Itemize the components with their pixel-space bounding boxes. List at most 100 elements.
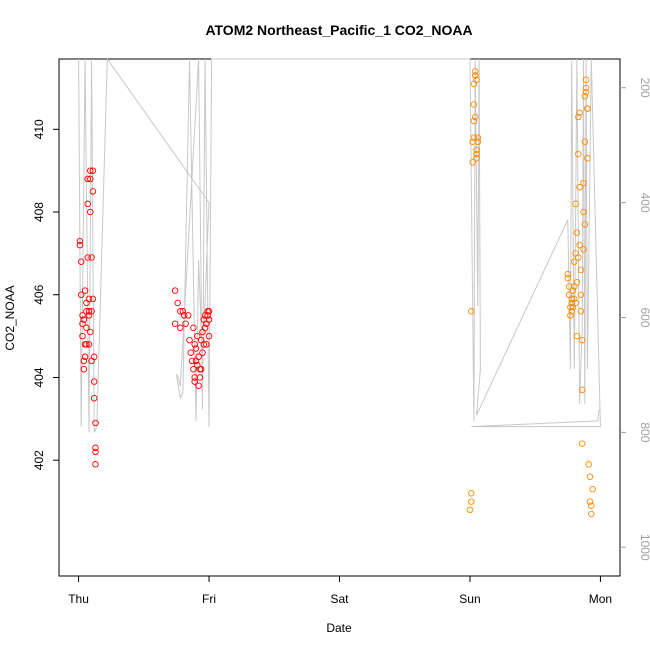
data-point-day4-44 — [576, 241, 583, 249]
y-tick-label-4: 410 — [32, 119, 46, 139]
data-point-day4-23 — [578, 336, 586, 344]
data-point-day3-19 — [473, 76, 480, 83]
data-point-day1-2 — [77, 258, 85, 265]
x-tick-label-4: Mon — [589, 592, 612, 606]
data-point-day4-46 — [568, 299, 575, 307]
data-point-day1-40 — [87, 208, 94, 216]
data-point-day4-7 — [568, 308, 575, 315]
data-point-day2-3 — [177, 308, 184, 315]
data-point-day3-14 — [473, 150, 480, 158]
data-point-day2-10 — [187, 349, 195, 356]
data-point-day1-5 — [79, 320, 86, 327]
data-point-day1-37 — [81, 353, 89, 361]
data-point-day2-37 — [194, 361, 201, 369]
data-point-day2-12 — [190, 324, 197, 332]
data-point-day2-1 — [171, 320, 179, 327]
data-point-day3-18 — [471, 113, 479, 121]
data-point-day4-31 — [582, 76, 590, 83]
data-point-day4-17 — [575, 113, 582, 121]
data-point-day4-49 — [582, 88, 590, 96]
chart-title: ATOM2 Northeast_Pacific_1 CO2_NOAA — [205, 22, 472, 38]
data-point-day4-6 — [568, 295, 575, 303]
data-point-day4-32 — [582, 84, 590, 92]
data-point-day1-0 — [76, 237, 84, 245]
data-point-day2-38 — [191, 378, 198, 385]
data-point-day4-41 — [589, 485, 596, 493]
data-point-day1-28 — [89, 295, 97, 303]
data-point-day1-13 — [83, 341, 90, 348]
data-point-day4-18 — [575, 150, 582, 158]
data-point-day1-34 — [92, 448, 99, 456]
y2-tick-label-3: 800 — [638, 422, 650, 442]
data-point-day1-10 — [81, 287, 89, 294]
data-point-day4-29 — [581, 138, 589, 145]
data-point-day1-38 — [83, 299, 90, 307]
data-point-day2-31 — [205, 332, 213, 340]
plot-frame — [58, 58, 621, 577]
data-point-day1-35 — [92, 461, 99, 468]
data-point-day2-0 — [171, 287, 179, 294]
x-tick-label-2: Sat — [330, 592, 349, 606]
x-tick-label-1: Fri — [202, 592, 216, 606]
data-point-day1-14 — [84, 254, 91, 261]
data-point-day3-7 — [470, 117, 478, 125]
data-point-day2-25 — [201, 324, 209, 332]
data-point-day2-11 — [188, 357, 196, 365]
data-point-day2-14 — [191, 341, 198, 348]
y2-tick-label-4: 1000 — [638, 534, 650, 561]
data-point-day2-22 — [199, 328, 206, 336]
data-point-day1-29 — [90, 353, 98, 361]
data-point-day4-15 — [573, 279, 581, 286]
data-point-day3-3 — [468, 308, 475, 315]
data-point-day3-6 — [470, 134, 478, 141]
data-point-day1-20 — [87, 328, 94, 336]
data-point-day4-40 — [588, 510, 595, 518]
pressure-line-layer — [78, 57, 601, 433]
data-point-day4-37 — [586, 473, 594, 480]
data-point-day1-4 — [79, 312, 86, 319]
y-tick-label-2: 406 — [32, 284, 46, 304]
data-point-day2-20 — [196, 374, 204, 381]
x-axis-label: Date — [326, 621, 352, 635]
data-point-day1-1 — [76, 241, 84, 249]
data-point-day4-16 — [575, 254, 582, 261]
pressure-line — [78, 57, 601, 433]
data-point-day4-36 — [585, 461, 592, 468]
data-point-day3-2 — [468, 498, 475, 505]
data-point-day1-32 — [92, 419, 99, 427]
data-point-day3-11 — [471, 68, 479, 75]
data-point-day2-27 — [203, 341, 210, 348]
data-point-day2-35 — [200, 341, 208, 348]
data-point-day3-8 — [470, 101, 478, 108]
data-point-day1-21 — [87, 175, 94, 183]
data-point-day3-4 — [469, 159, 476, 166]
data-point-day1-24 — [88, 308, 95, 315]
data-point-day1-16 — [84, 175, 91, 183]
y-tick-label-1: 404 — [32, 367, 46, 387]
data-point-day4-14 — [573, 229, 581, 236]
y-axis-label: CO2_NOAA — [3, 285, 17, 350]
data-point-day1-31 — [90, 394, 98, 402]
data-point-day4-9 — [571, 258, 578, 265]
data-point-day2-9 — [186, 336, 193, 344]
data-point-day4-39 — [588, 502, 595, 509]
data-point-day2-29 — [205, 308, 213, 315]
data-point-day1-12 — [83, 324, 90, 332]
data-point-day2-32 — [192, 357, 200, 365]
data-point-day1-22 — [87, 167, 94, 174]
data-point-day4-19 — [576, 109, 583, 117]
y-tick-label-0: 402 — [32, 450, 46, 470]
data-point-day2-16 — [192, 345, 200, 352]
data-point-day1-15 — [84, 200, 91, 208]
data-point-day4-4 — [567, 303, 574, 311]
data-point-day4-27 — [580, 179, 587, 187]
data-point-day2-5 — [179, 308, 187, 315]
data-point-day4-21 — [577, 308, 585, 315]
data-point-day2-13 — [190, 365, 197, 373]
data-point-day1-36 — [80, 316, 88, 323]
data-point-day4-30 — [581, 92, 589, 100]
data-point-day4-13 — [572, 299, 579, 307]
data-point-day4-25 — [578, 440, 586, 447]
data-point-day2-2 — [174, 299, 181, 307]
